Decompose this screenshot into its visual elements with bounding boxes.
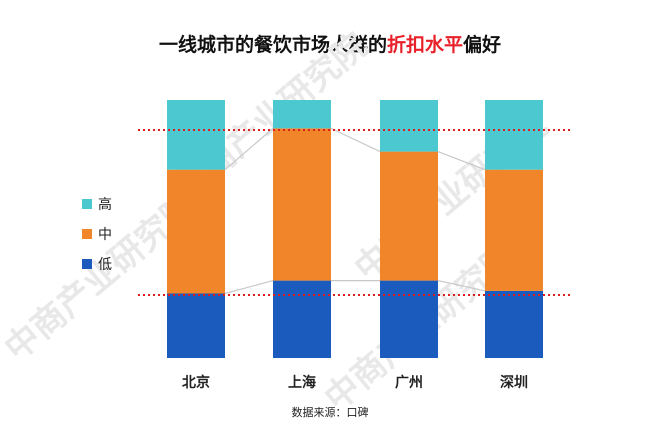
- legend-swatch-mid: [82, 229, 92, 239]
- category-label: 北京: [182, 374, 210, 391]
- bar-segment-mid: [380, 151, 438, 281]
- category-label: 上海: [288, 374, 316, 391]
- connector-line: [224, 127, 274, 171]
- connector-line: [330, 127, 381, 153]
- bar-segment-high: [273, 100, 331, 129]
- legend-swatch-low: [82, 259, 92, 269]
- legend-label-mid: 中: [98, 227, 112, 243]
- chart-title: 一线城市的餐饮市场人群的折扣水平偏好: [0, 30, 660, 57]
- bar-segment-mid: [167, 169, 225, 294]
- category-label: 深圳: [500, 374, 528, 391]
- legend-swatch-high: [82, 199, 92, 209]
- bar-segment-low: [380, 280, 438, 358]
- bar-segment-low: [273, 280, 331, 358]
- connector-line: [224, 280, 274, 295]
- bar-segment-high: [380, 100, 438, 152]
- title-prefix: 一线城市的餐饮市场人群的: [158, 34, 387, 56]
- bar-segment-low: [485, 290, 543, 358]
- bar-segment-low: [167, 293, 225, 358]
- title-highlight: 折扣水平: [386, 34, 463, 56]
- bar-segment-mid: [273, 128, 331, 281]
- bar-segment-mid: [485, 169, 543, 291]
- legend-label-low: 低: [98, 257, 112, 273]
- connector-line: [437, 280, 486, 292]
- bar-segment-high: [167, 100, 225, 170]
- connector-line: [437, 151, 486, 171]
- legend-label-high: 高: [98, 196, 112, 213]
- data-source: 数据来源：口碑: [291, 406, 369, 419]
- title-suffix: 偏好: [463, 34, 502, 56]
- category-label: 广州: [395, 374, 423, 391]
- bar-segment-high: [485, 100, 543, 170]
